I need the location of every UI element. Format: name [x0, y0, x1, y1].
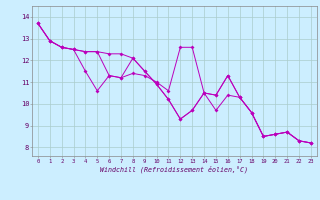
X-axis label: Windchill (Refroidissement éolien,°C): Windchill (Refroidissement éolien,°C): [100, 165, 248, 173]
